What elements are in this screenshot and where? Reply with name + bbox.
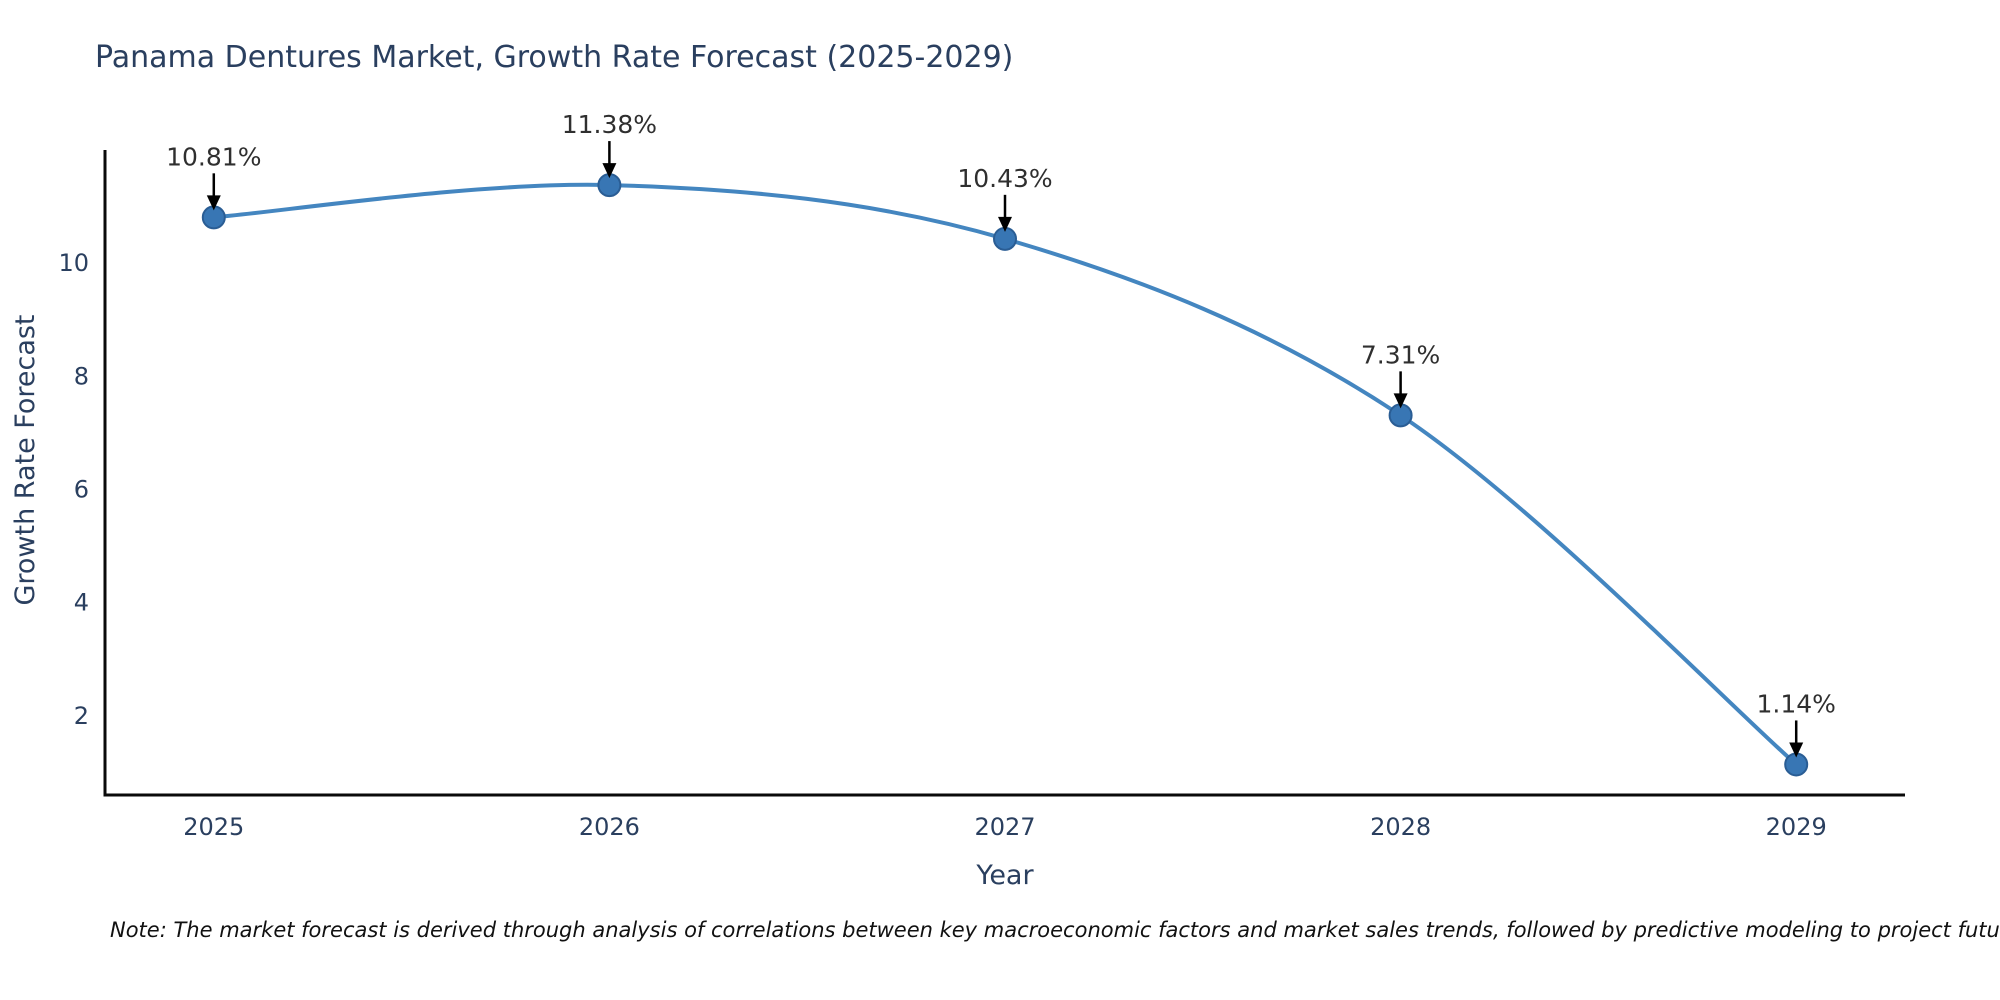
annotation-arrowhead-2025 <box>206 195 221 211</box>
annotation-arrowhead-2027 <box>998 216 1012 232</box>
x-tick-label-2025: 2025 <box>183 813 244 841</box>
y-tick-label-6: 6 <box>74 475 89 503</box>
y-tick-label-4: 4 <box>74 589 89 617</box>
point-annotation-2028: 7.31% <box>1361 340 1440 369</box>
point-annotation-2026: 11.38% <box>562 110 657 139</box>
x-tick-label-2026: 2026 <box>579 813 640 841</box>
point-annotation-2025: 10.81% <box>166 142 261 171</box>
x-tick-label-2028: 2028 <box>1370 813 1431 841</box>
x-tick-label-2027: 2027 <box>974 813 1035 841</box>
x-tick-label-2029: 2029 <box>1766 813 1827 841</box>
chart-title: Panama Dentures Market, Growth Rate Fore… <box>95 40 1014 75</box>
series-line <box>213 182 1798 766</box>
footnote: Note: The market forecast is derived thr… <box>110 918 2000 942</box>
annotation-arrowhead-2028 <box>1393 393 1408 409</box>
y-tick-label-8: 8 <box>74 362 89 390</box>
y-tick-label-2: 2 <box>74 702 89 730</box>
point-annotation-2029: 1.14% <box>1756 689 1835 718</box>
annotation-arrowhead-2029 <box>1789 742 1804 758</box>
point-annotation-2027: 10.43% <box>957 164 1052 193</box>
x-axis-title: Year <box>976 860 1034 891</box>
annotation-arrowhead-2026 <box>602 163 617 179</box>
y-tick-label-10: 10 <box>58 249 89 277</box>
